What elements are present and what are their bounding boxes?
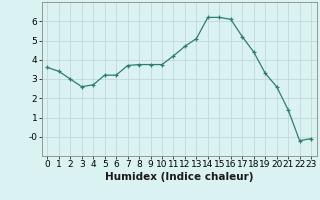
X-axis label: Humidex (Indice chaleur): Humidex (Indice chaleur) xyxy=(105,172,253,182)
